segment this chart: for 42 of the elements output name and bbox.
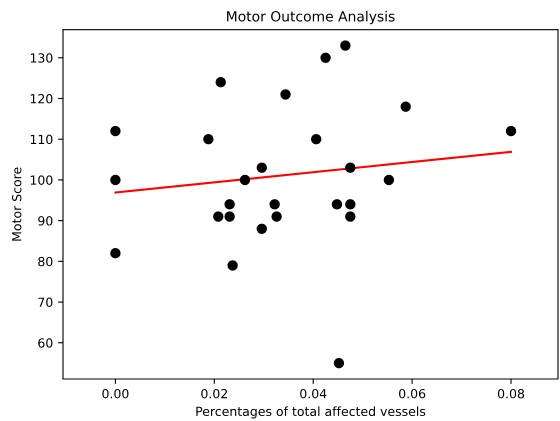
- point: [271, 211, 282, 222]
- point: [400, 101, 411, 112]
- point: [345, 199, 356, 210]
- y-tick-label: 90: [38, 216, 52, 226]
- y-tick-label: 60: [38, 338, 52, 348]
- point: [506, 126, 516, 136]
- y-tick-label: 100: [30, 175, 52, 185]
- y-axis-title: Motor Score: [12, 167, 22, 241]
- point: [110, 174, 121, 186]
- point: [110, 126, 121, 136]
- x-tick-label: 0.08: [498, 388, 524, 398]
- x-tick-label: 0.00: [102, 388, 129, 398]
- point: [110, 248, 121, 258]
- x-tick-label: 0.06: [399, 388, 426, 398]
- point: [203, 134, 214, 144]
- point: [213, 211, 224, 222]
- x-axis-title: Percentages of total affected vessels: [196, 406, 426, 418]
- point: [227, 260, 238, 271]
- y-tick-label: 120: [30, 94, 52, 104]
- point: [340, 40, 351, 51]
- point: [334, 358, 344, 368]
- point: [240, 174, 250, 186]
- point: [345, 211, 356, 222]
- y-tick-label: 110: [30, 134, 52, 144]
- x-tick-label: 0.02: [201, 388, 227, 398]
- point: [269, 199, 280, 210]
- y-tick-label: 70: [38, 298, 52, 307]
- point: [224, 211, 235, 222]
- y-tick-label: 130: [30, 53, 52, 63]
- point: [256, 224, 267, 234]
- point: [332, 199, 342, 210]
- point: [345, 162, 356, 173]
- point: [216, 77, 226, 88]
- chart-title: Motor Outcome Analysis: [227, 10, 395, 24]
- y-tick-label: 80: [38, 256, 52, 266]
- point: [384, 174, 394, 186]
- point: [310, 134, 322, 144]
- point: [256, 162, 267, 173]
- point: [280, 89, 291, 100]
- point: [224, 199, 235, 210]
- x-tick-label: 0.04: [300, 388, 326, 398]
- point: [320, 52, 331, 63]
